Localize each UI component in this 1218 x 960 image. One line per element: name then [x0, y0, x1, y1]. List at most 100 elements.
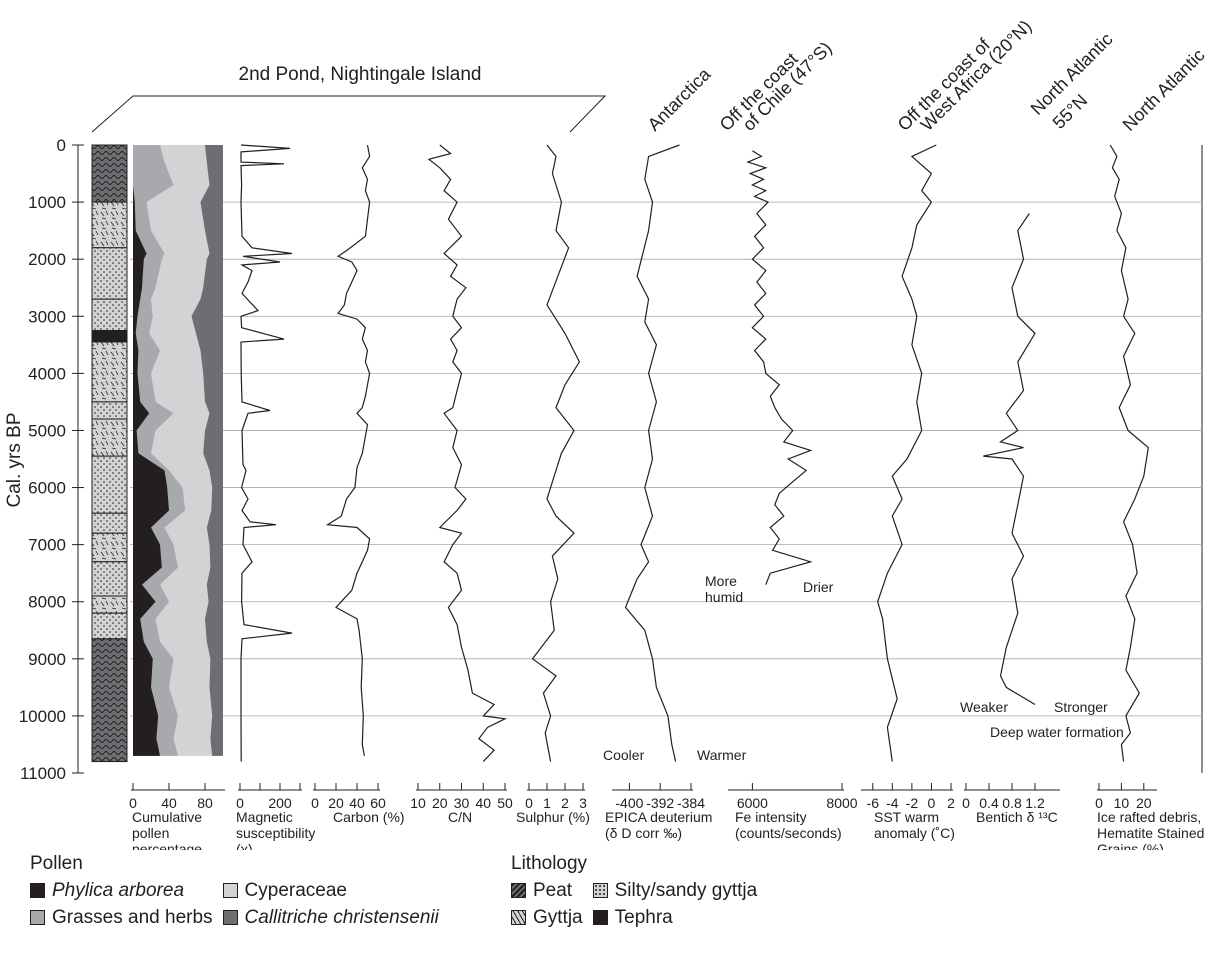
pollen-phylica [133, 145, 169, 756]
x-tick-label-pollen: 0 [129, 795, 137, 811]
annotation-stronger: Stronger [1054, 699, 1108, 715]
lithology-unit-gyttja [91, 595, 128, 614]
x-tick-label-cn: 30 [454, 795, 470, 811]
series-line-sulphur [531, 144, 581, 762]
legend-item-label: Callitriche christensenii [244, 907, 439, 928]
legend-item-label: Tephra [614, 907, 673, 928]
x-tick-label-benthic: 0.8 [1002, 795, 1022, 811]
y-tick-label: 6000 [28, 479, 66, 498]
lithology-unit-gyttja [91, 201, 128, 249]
series-line-cn [427, 144, 508, 763]
region-header-antarctica: Antarctica [644, 63, 715, 134]
y-tick-label: 7000 [28, 536, 66, 555]
x-tick-label-sst: 2 [947, 795, 955, 811]
lithology-column [91, 144, 128, 763]
x-tick-label-cn: 10 [410, 795, 426, 811]
x-tick-label-carbon: 40 [349, 795, 365, 811]
lithology-unit-peat [91, 638, 128, 763]
panel-title-cn: C/N [448, 809, 472, 825]
x-tick-label-fe: 8000 [826, 795, 857, 811]
site-title: 2nd Pond, Nightingale Island [239, 64, 482, 85]
x-tick-label-epica: -392 [646, 795, 674, 811]
legend-item-silt: Silty/sandy gyttja [592, 877, 758, 904]
x-tick-label-sulphur: 1 [543, 795, 551, 811]
y-tick-label: 0 [57, 136, 66, 155]
panel-title-fe: Fe intensity (counts/seconds) [735, 809, 842, 841]
legend-item-label: Silty/sandy gyttja [614, 880, 758, 901]
legend-item-label: Grasses and herbs [52, 907, 213, 928]
x-tick-label-pollen: 40 [161, 795, 177, 811]
legend-item-phylica: Phylica arborea [30, 877, 213, 904]
panel-title-mag: Magnetic susceptibility (χ) [236, 809, 315, 850]
y-tick-label: 1000 [28, 193, 66, 212]
lithology-unit-silt [91, 247, 128, 300]
lithology-unit-tephra [91, 330, 128, 343]
figure: 2nd Pond, Nightingale Island Antarctica … [4, 16, 1209, 850]
gridlines [130, 201, 1202, 717]
legend-item-gyttja: Gyttja [511, 904, 583, 931]
x-tick-label-carbon: 60 [370, 795, 386, 811]
x-tick-label-sst: -2 [906, 795, 919, 811]
y-tick-label: 3000 [28, 307, 66, 326]
y-tick-label: 11000 [20, 764, 66, 783]
x-tick-label-ird: 0 [1095, 795, 1103, 811]
pollen-callitriche [191, 145, 223, 756]
legend-item-label: Peat [533, 880, 573, 901]
x-tick-label-cn: 40 [475, 795, 491, 811]
phylica-swatch [30, 883, 45, 898]
legend-item-peat: Peat [511, 877, 583, 904]
legend-item-label: Gyttja [533, 907, 583, 928]
x-tick-label-sulphur: 0 [525, 795, 533, 811]
y-tick-label: 9000 [28, 650, 66, 669]
silt-swatch [592, 883, 608, 898]
y-tick-label: 8000 [28, 593, 66, 612]
y-tick-label: 4000 [28, 364, 66, 383]
annotation-warmer: Warmer [697, 747, 747, 763]
x-tick-label-epica: -400 [615, 795, 643, 811]
x-tick-label-pollen: 80 [197, 795, 213, 811]
legend-lithology: Lithology Peat Silty/sandy gyttja Gyttja… [511, 850, 757, 931]
legend-item-tephra: Tephra [592, 904, 758, 931]
x-tick-label-sulphur: 3 [579, 795, 587, 811]
callitriche-swatch [222, 910, 238, 925]
x-tick-label-mag: 200 [268, 795, 292, 811]
x-tick-label-ird: 10 [1114, 795, 1130, 811]
legend-pollen: Pollen Phylica arborea Cyperaceae Grasse… [30, 850, 439, 931]
legend-lithology-title: Lithology [511, 853, 588, 874]
x-tick-label-sst: -4 [886, 795, 899, 811]
panel-title-sst: SST warm anomaly (˚C) [874, 809, 955, 841]
series-line-mag [240, 144, 293, 762]
lithology-unit-gyttja [91, 418, 128, 457]
series-line-epica [624, 144, 680, 762]
panel-title-benthic: Bentich δ ¹³C [976, 809, 1058, 825]
lithology-unit-silt [91, 455, 128, 514]
grasses-swatch [30, 910, 45, 925]
legend-pollen-title: Pollen [30, 853, 83, 874]
series-line-ird [1109, 144, 1149, 762]
site-bracket [91, 95, 607, 133]
region-header-na: North Atlantic [1119, 45, 1209, 135]
legend-item-callitriche: Callitriche christensenii [222, 904, 439, 931]
legend-item-label: Phylica arborea [52, 880, 185, 901]
x-tick-label-cn: 50 [497, 795, 513, 811]
annotation-weaker: Weaker [960, 699, 1008, 715]
series-line-fe [746, 150, 813, 585]
x-tick-label-benthic: 0.4 [979, 795, 999, 811]
x-tick-label-benthic: 0 [962, 795, 970, 811]
series-line-carbon [325, 144, 371, 757]
lithology-unit-silt [91, 298, 128, 332]
lithology-unit-silt [91, 401, 128, 420]
x-tick-label-sst: -6 [867, 795, 880, 811]
legend-item-grasses: Grasses and herbs [30, 904, 213, 931]
lithology-unit-gyttja [91, 341, 128, 403]
peat-swatch [511, 883, 526, 898]
panel-title-epica: EPICA deuterium (δ D corr ‰) [605, 809, 712, 841]
series-line-benthic [983, 213, 1036, 706]
y-tick-label: 5000 [28, 421, 66, 440]
region-header-africa-2: West Africa (20°N) [917, 16, 1036, 135]
panel-title-carbon: Carbon (%) [333, 809, 405, 825]
y-axis-label: Cal. yrs BP [4, 412, 25, 507]
annotation-cooler: Cooler [603, 747, 645, 763]
x-tick-label-cn: 20 [432, 795, 448, 811]
lithology-unit-silt [91, 512, 128, 534]
